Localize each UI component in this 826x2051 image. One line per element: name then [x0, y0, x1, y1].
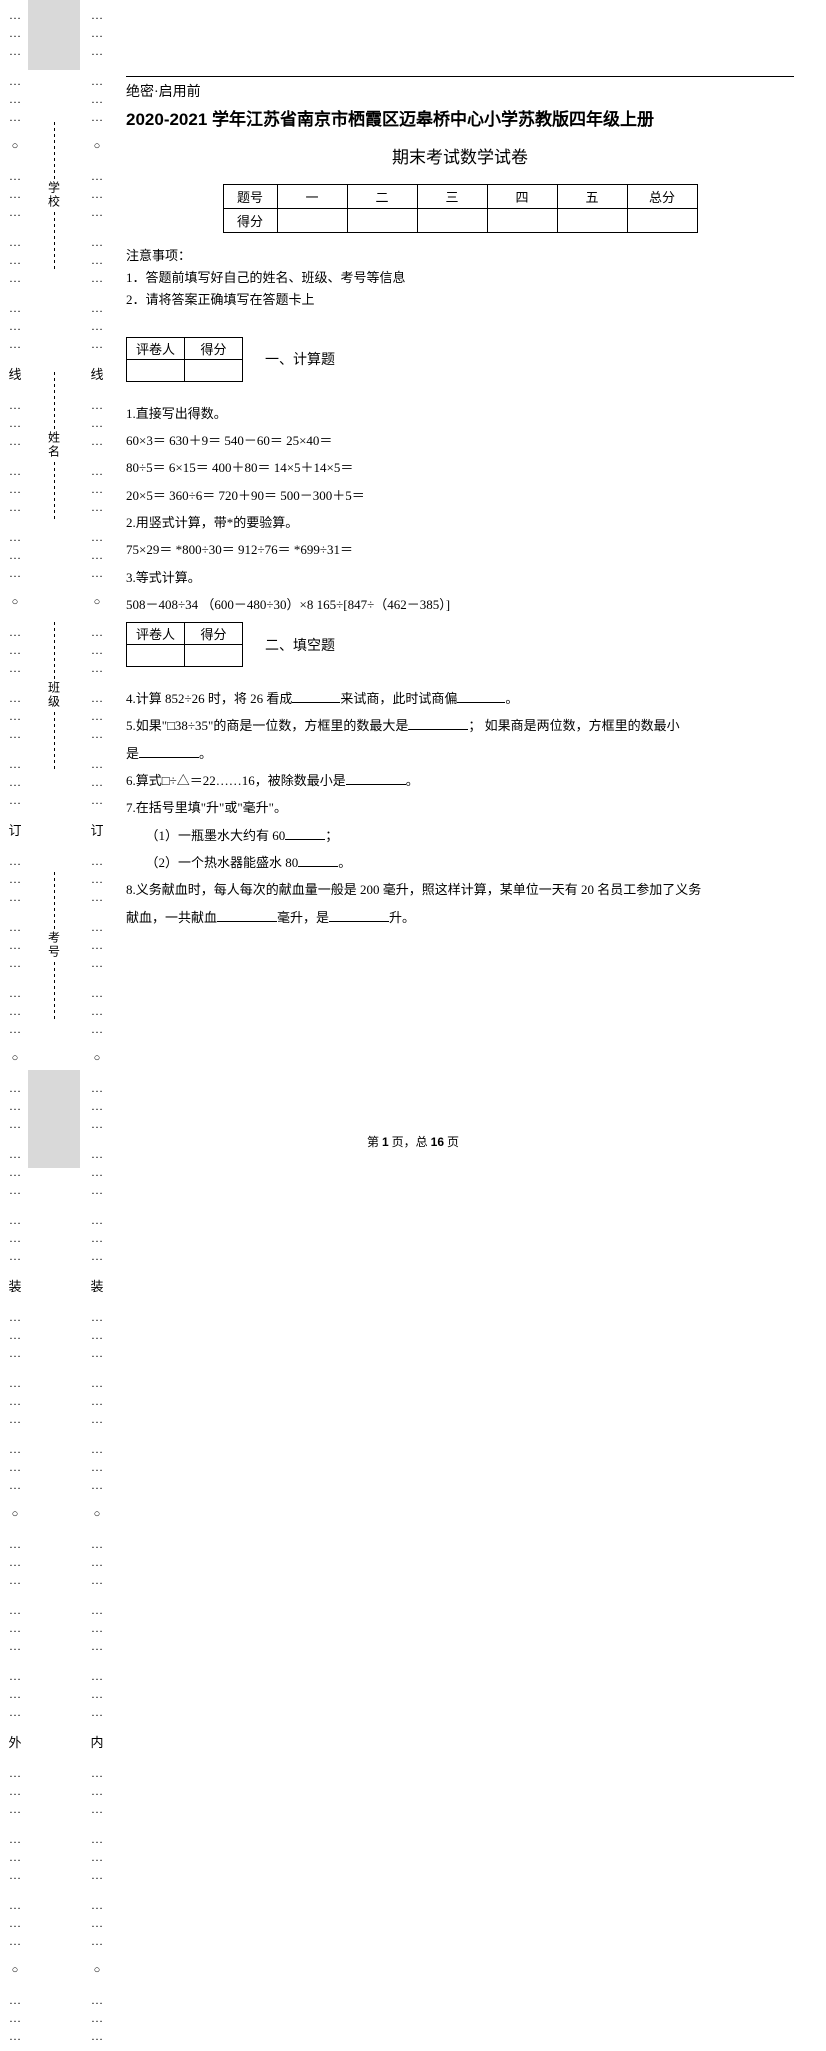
q7-1: （1）一瓶墨水大约有 60 ； — [126, 822, 794, 849]
blank-input[interactable] — [346, 771, 406, 785]
q4-a: 4.计算 852÷26 时，将 26 看成 — [126, 691, 292, 706]
score-row-header: 题号 一 二 三 四 五 总分 — [223, 184, 697, 208]
q2-head: 2.用竖式计算，带*的要验算。 — [126, 509, 794, 536]
page-footer: 第 1 页，总 16 页 — [0, 1133, 826, 1150]
q7-2a: （2）一个热水器能盛水 80 — [146, 855, 299, 870]
score-cell[interactable] — [557, 208, 627, 232]
grader-table-2: 评卷人 得分 — [126, 622, 243, 667]
grader-score-cell[interactable] — [185, 359, 243, 381]
title-rest: 学年江苏省南京市栖霞区迈皋桥中心小学苏教版四年级上册 — [207, 110, 654, 129]
score-head-label: 题号 — [223, 184, 277, 208]
notice-line-2: 2．请将答案正确填写在答题卡上 — [126, 289, 794, 311]
blank-input[interactable] — [298, 853, 338, 867]
q1-head: 1.直接写出得数。 — [126, 400, 794, 427]
q8-line1: 8.义务献血时，每人每次的献血量一般是 200 毫升，照这样计算，某单位一天有 … — [126, 876, 794, 903]
binding-strip-outer: … … …… … …○… … …… … …… … …线… … …… … …… …… — [8, 0, 22, 1168]
q7-2b: 。 — [338, 855, 351, 870]
exam-title-line1: 2020-2021 学年江苏省南京市栖霞区迈皋桥中心小学苏教版四年级上册 — [126, 107, 794, 133]
q6: 6.算式□÷△＝22……16，被除数最小是 。 — [126, 767, 794, 794]
score-row-values: 得分 — [223, 208, 697, 232]
q8-c: 毫升，是 — [277, 910, 329, 925]
q5: 5.如果"□38÷35"的商是一位数，方框里的数最大是 ； 如果商是两位数，方框里… — [126, 712, 794, 739]
q8-line2: 献血，一共献血 毫升，是 升。 — [126, 904, 794, 931]
notice-block: 注意事项： 1．答题前填写好自己的姓名、班级、考号等信息 2．请将答案正确填写在… — [126, 245, 794, 311]
q4-b: 来试商，此时试商偏 — [340, 691, 457, 706]
q3-line1: 508－408÷34 （600－480÷30）×8 165÷[847÷（462－… — [126, 591, 794, 618]
section-1-title: 一、计算题 — [265, 349, 335, 369]
grader-label: 评卷人 — [127, 623, 185, 645]
secret-label: 绝密·启用前 — [126, 81, 794, 101]
q5-b: ； 如果商是两位数，方框里的数最小 — [468, 718, 679, 733]
section-2-header: 评卷人 得分 二、填空题 — [126, 622, 794, 667]
question-block-2: 4.计算 852÷26 时，将 26 看成来试商，此时试商偏。 5.如果"□38… — [126, 685, 794, 931]
score-cell[interactable] — [627, 208, 697, 232]
q8-b: 献血，一共献血 — [126, 910, 217, 925]
q7-2: （2）一个热水器能盛水 80 。 — [126, 849, 794, 876]
footer-a: 第 — [367, 1135, 382, 1149]
exam-title-line2: 期末考试数学试卷 — [126, 143, 794, 168]
q7-1b: ； — [325, 828, 338, 843]
q1-line2: 80÷5＝ 6×15＝ 400＋80＝ 14×5＋14×5＝ — [126, 454, 794, 481]
q7-head: 7.在括号里填"升"或"毫升"。 — [126, 794, 794, 821]
binding-shade-top — [28, 0, 80, 70]
blank-input[interactable] — [139, 744, 199, 758]
footer-c: 页 — [444, 1135, 459, 1149]
q2-line1: 75×29＝ *800÷30＝ 912÷76＝ *699÷31＝ — [126, 536, 794, 563]
q1-line1: 60×3＝ 630＋9＝ 540－60＝ 25×40＝ — [126, 427, 794, 454]
score-cell[interactable] — [347, 208, 417, 232]
score-col-1: 一 — [277, 184, 347, 208]
section-1-header: 评卷人 得分 一、计算题 — [126, 337, 794, 382]
footer-page: 1 — [382, 1135, 389, 1149]
score-table: 题号 一 二 三 四 五 总分 得分 — [223, 184, 698, 233]
footer-total: 16 — [431, 1135, 444, 1149]
score-col-5: 五 — [557, 184, 627, 208]
grader-score-label: 得分 — [185, 337, 243, 359]
q4: 4.计算 852÷26 时，将 26 看成 来试商，此时试商偏 。 — [126, 685, 794, 712]
blank-input[interactable] — [285, 826, 325, 840]
score-col-3: 三 — [417, 184, 487, 208]
grader-name-cell[interactable] — [127, 645, 185, 667]
binding-strip-inner: … … …… … …○… … …… … …… … …线… … …… … …… …… — [90, 0, 104, 1168]
q5-a: 5.如果"□38÷35"的商是一位数，方框里的数最大是 — [126, 718, 408, 733]
blank-input[interactable] — [329, 908, 389, 922]
score-value-label: 得分 — [223, 208, 277, 232]
title-year: 2020-2021 — [126, 110, 207, 129]
header-rule — [126, 76, 794, 77]
q6-b: 。 — [406, 773, 419, 788]
blank-input[interactable] — [292, 689, 340, 703]
grader-score-cell[interactable] — [185, 645, 243, 667]
score-cell[interactable] — [487, 208, 557, 232]
score-col-4: 四 — [487, 184, 557, 208]
section-2-title: 二、填空题 — [265, 635, 335, 655]
blank-input[interactable] — [457, 689, 505, 703]
blank-input[interactable] — [217, 908, 277, 922]
grader-name-cell[interactable] — [127, 359, 185, 381]
grader-label: 评卷人 — [127, 337, 185, 359]
q1-line3: 20×5＝ 360÷6＝ 720＋90＝ 500－300＋5＝ — [126, 482, 794, 509]
q7-1a: （1）一瓶墨水大约有 60 — [146, 828, 286, 843]
notice-head: 注意事项： — [126, 245, 794, 267]
binding-shade-bottom — [28, 1070, 80, 1168]
grader-table-1: 评卷人 得分 — [126, 337, 243, 382]
blank-input[interactable] — [408, 716, 468, 730]
q6-a: 6.算式□÷△＝22……16，被除数最小是 — [126, 773, 346, 788]
q5-cont: 是。 — [126, 740, 794, 767]
score-col-total: 总分 — [627, 184, 697, 208]
q8-d: 升。 — [389, 910, 415, 925]
notice-line-1: 1．答题前填写好自己的姓名、班级、考号等信息 — [126, 267, 794, 289]
q4-c: 。 — [505, 691, 518, 706]
binding-label-column: 考号班级姓名学校 — [28, 70, 80, 1070]
score-col-2: 二 — [347, 184, 417, 208]
q5-d: 。 — [199, 746, 212, 761]
q5-c: 是 — [126, 746, 139, 761]
score-cell[interactable] — [417, 208, 487, 232]
score-cell[interactable] — [277, 208, 347, 232]
q3-head: 3.等式计算。 — [126, 564, 794, 591]
question-block-1: 1.直接写出得数。 60×3＝ 630＋9＝ 540－60＝ 25×40＝ 80… — [126, 400, 794, 618]
page-content: 绝密·启用前 2020-2021 学年江苏省南京市栖霞区迈皋桥中心小学苏教版四年… — [118, 0, 812, 931]
footer-b: 页，总 — [389, 1135, 431, 1149]
grader-score-label: 得分 — [185, 623, 243, 645]
